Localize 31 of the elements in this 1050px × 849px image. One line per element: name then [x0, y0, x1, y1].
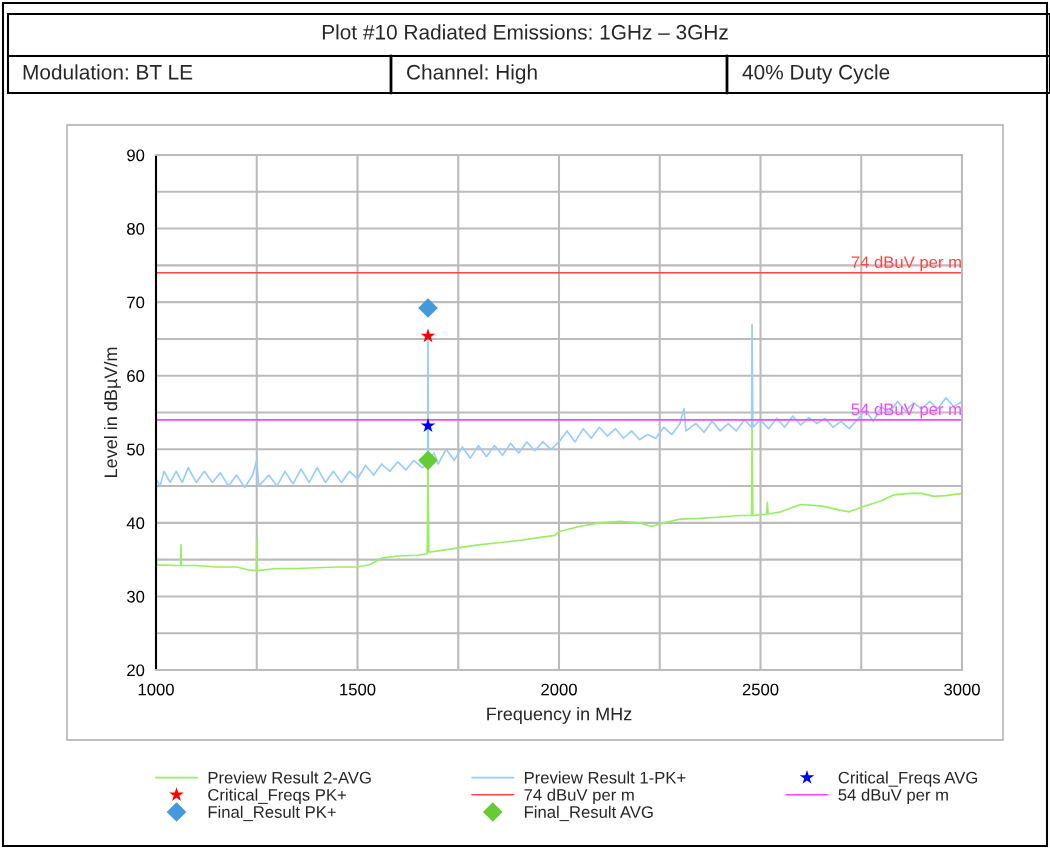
y-tick-label: 80: [127, 222, 145, 235]
legend-label: Preview Result 1-PK+: [524, 771, 686, 784]
y-tick-label: 40: [126, 517, 145, 530]
legend-label: Critical_Freqs PK+: [208, 788, 346, 805]
text: Modulation: BT LE: [23, 64, 193, 80]
annotation: 74 dBuV per m: [851, 255, 961, 272]
x-axis-title: Frequency in MHz: [487, 707, 632, 724]
text: Channel: High: [407, 64, 537, 84]
chart-title: Plot #10 Radiated Emissions: 1GHz – 3GHz: [322, 24, 728, 40]
x-tick-label: 1000: [138, 683, 174, 696]
y-tick-label: 70: [127, 296, 145, 309]
x-tick-label: 1500: [340, 683, 376, 696]
y-tick-label: 90: [127, 149, 145, 162]
y-tick-label: 30: [126, 590, 145, 603]
legend-label: 74 dBuV per m: [524, 788, 634, 805]
legend-label: Final_Result PK+: [208, 805, 336, 822]
line-series: [156, 426, 962, 572]
y-tick-label: 50: [127, 443, 145, 456]
annotation: 54 dBuV per m: [851, 402, 961, 419]
y-axis-title: Level in dBµV/m: [103, 347, 121, 477]
line-series: [156, 323, 962, 489]
x-tick-label: 2000: [541, 683, 577, 696]
y-tick-label: 60: [127, 370, 145, 382]
x-tick-label: 2500: [742, 683, 779, 696]
x-tick-label: 3000: [944, 683, 980, 696]
legend-label: Critical_Freqs AVG: [838, 771, 978, 787]
legend-label: 54 dBuV per m: [838, 788, 948, 805]
text: 40% Duty Cycle: [742, 64, 890, 84]
y-tick-label: 20: [127, 664, 145, 677]
legend-label: Preview Result 2-AVG: [208, 771, 371, 784]
legend-label: Final_Result AVG: [524, 805, 653, 822]
